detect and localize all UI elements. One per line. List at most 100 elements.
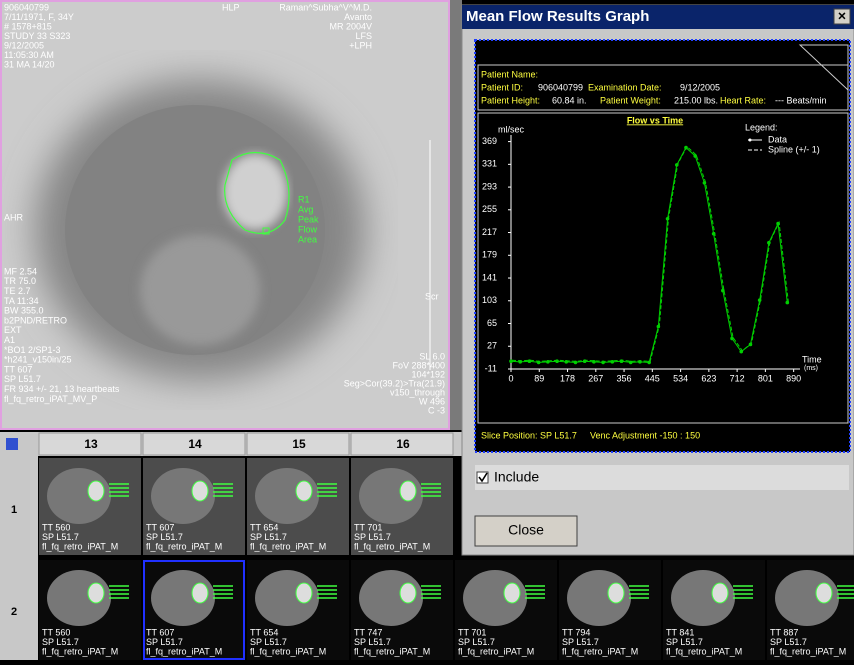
thumbnail-vessel: [88, 481, 104, 501]
overlay-text: TA 11:34: [4, 296, 39, 306]
thumbnail-label: fl_fq_retro_iPAT_M: [146, 646, 222, 656]
thumbnail-label: SP L51.7: [42, 532, 79, 542]
thumbnail-vessel: [504, 583, 520, 603]
overlay-text: *BO1 2/SP1-3: [4, 345, 61, 355]
exam-date: 9/12/2005: [680, 82, 720, 92]
thumbnail-vessel: [712, 583, 728, 603]
thumbnail-label: TT 747: [354, 627, 382, 637]
y-tick-label: 293: [482, 181, 497, 191]
overlay-text: Raman^Subha^V^M.D.: [279, 2, 372, 12]
thumbnail-vessel: [192, 583, 208, 603]
overlay-text: 9/12/2005: [4, 40, 44, 50]
close-icon[interactable]: ×: [838, 8, 846, 24]
y-tick-label: 179: [482, 250, 497, 260]
x-tick-label: 267: [588, 373, 603, 383]
close-button-label[interactable]: Close: [508, 522, 544, 538]
overlay-text: AHR: [4, 212, 24, 222]
thumbnail-label: fl_fq_retro_iPAT_M: [42, 646, 118, 656]
x-tick-label: 178: [560, 373, 575, 383]
overlay-text: Area: [298, 234, 317, 244]
column-header-label: 15: [292, 437, 306, 451]
height: 60.84 in.: [552, 95, 587, 105]
thumbnail-vessel: [296, 583, 312, 603]
overlay-text: MF 2.54: [4, 266, 37, 276]
thumbnail-label: TT 887: [770, 627, 798, 637]
heart-rate: --- Beats/min: [775, 95, 827, 105]
heart-rate-label: Heart Rate:: [720, 95, 766, 105]
overlay-text: 11:05:30 AM: [4, 50, 54, 60]
overlay-text: MR 2004V: [329, 21, 372, 31]
thumbnail-label: fl_fq_retro_iPAT_M: [354, 646, 430, 656]
overlay-text: +LPH: [349, 40, 372, 50]
thumbnail-label: SP L51.7: [770, 637, 807, 647]
x-tick-label: 890: [786, 373, 801, 383]
thumbnail-label: TT 607: [146, 522, 174, 532]
thumbnail-label: TT 701: [354, 522, 382, 532]
patient-name-label: Patient Name:: [481, 69, 538, 79]
y-tick-label: 255: [482, 204, 497, 214]
y-tick-label: 217: [482, 227, 497, 237]
thumbnail-label: SP L51.7: [458, 637, 495, 647]
column-header-label: 16: [396, 437, 410, 451]
slice-position: Slice Position: SP L51.7: [481, 430, 577, 440]
exam-date-label: Examination Date:: [588, 82, 662, 92]
legend-label: Data: [768, 134, 787, 144]
overlay-text: SP L51.7: [4, 374, 41, 384]
y-tick-label: 331: [482, 159, 497, 169]
thumbnail-label: TT 560: [42, 627, 70, 637]
thumbnail-label: fl_fq_retro_iPAT_M: [562, 646, 638, 656]
overlay-text: 7/11/1971, F, 34Y: [4, 12, 74, 22]
thumbnail-label: fl_fq_retro_iPAT_M: [42, 541, 118, 551]
thumbnail-label: SP L51.7: [354, 637, 391, 647]
overlay-text: LFS: [355, 31, 372, 41]
y-axis-label: ml/sec: [498, 124, 525, 134]
thumbnail-vessel: [400, 583, 416, 603]
thumbnail-label: fl_fq_retro_iPAT_M: [354, 541, 430, 551]
thumbnail-vessel: [192, 481, 208, 501]
include-label: Include: [494, 469, 539, 485]
thumbnail-vessel: [816, 583, 832, 603]
screen: 9060407997/11/1971, F, 34Y# 1578+815STUD…: [0, 0, 854, 660]
overlay-text: b2PND/RETRO: [4, 315, 67, 325]
x-tick-label: 445: [645, 373, 660, 383]
thumbnail-label: SP L51.7: [146, 532, 183, 542]
y-tick-label: 65: [487, 318, 497, 328]
x-tick-label: 801: [758, 373, 773, 383]
x-tick-label: 89: [534, 373, 544, 383]
y-tick-label: 27: [487, 341, 497, 351]
thumbnail-vessel: [88, 583, 104, 603]
overlay-text: EXT: [4, 325, 22, 335]
overlay-text: TR 75.0: [4, 276, 36, 286]
thumbnail-label: fl_fq_retro_iPAT_M: [250, 646, 326, 656]
thumbnail-label: TT 841: [666, 627, 694, 637]
overlay-text: Scr: [425, 291, 439, 301]
thumbnail-label: TT 560: [42, 522, 70, 532]
thumbnail-label: TT 701: [458, 627, 486, 637]
legend-marker: [749, 139, 752, 142]
overlay-text: Flow: [298, 224, 318, 234]
x-tick-label: 534: [673, 373, 688, 383]
overlay-text: BW 355.0: [4, 306, 44, 316]
legend-title: Legend:: [745, 122, 778, 132]
x-axis-label: Time: [802, 354, 822, 364]
y-tick-label: 103: [482, 295, 497, 305]
overlay-text: FR 934 +/- 21, 13 heartbeats: [4, 384, 120, 394]
thumbnail-label: SP L51.7: [250, 637, 287, 647]
y-tick-label: 141: [482, 272, 497, 282]
overlay-text: 906040799: [4, 2, 49, 12]
overlay-text: TT 607: [4, 364, 32, 374]
dialog-title: Mean Flow Results Graph: [466, 8, 649, 25]
overlay-text: TE 2.7: [4, 286, 31, 296]
